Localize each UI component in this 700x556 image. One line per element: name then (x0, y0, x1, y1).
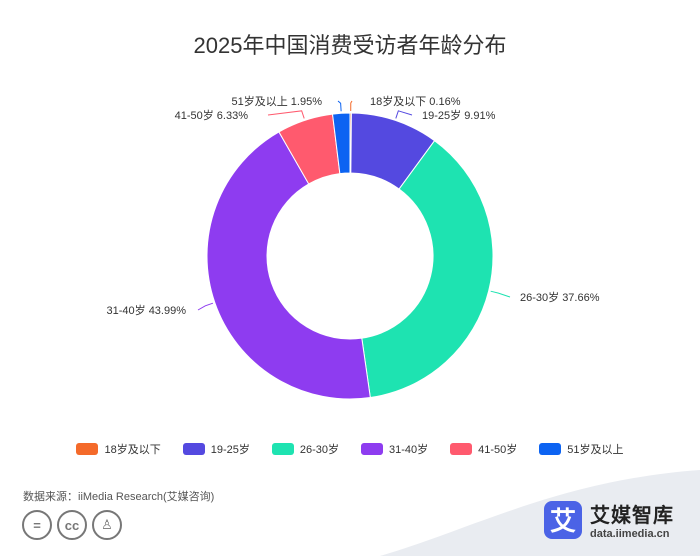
leader-line-2 (395, 110, 413, 119)
legend-item-3[interactable]: 26-30岁 (271, 441, 339, 457)
legend-label: 26-30岁 (299, 444, 339, 456)
data-label-2: 19-25岁 9.91% (422, 108, 496, 122)
leader-line-6 (337, 100, 342, 112)
brand-block: 艾 艾媒智库 data.iimedia.cn (544, 499, 674, 540)
data-label-6: 51岁及以上 1.95% (232, 94, 323, 108)
leader-line-3 (490, 290, 511, 298)
legend-item-6[interactable]: 51岁及以上 (539, 441, 624, 457)
brand-url: data.iimedia.cn (590, 528, 670, 540)
footer-wave (380, 470, 700, 556)
donut-slice-4 (206, 131, 371, 400)
donut-slice-6 (331, 112, 351, 175)
leader-line-1 (350, 100, 353, 112)
data-label-3: 26-30岁 37.66% (520, 290, 600, 304)
legend-swatch (539, 443, 562, 455)
brand-logo: 艾 (544, 500, 582, 539)
legend-item-5[interactable]: 41-50岁 (450, 441, 517, 457)
cc-icon: cc (57, 510, 87, 540)
legend-item-1[interactable]: 18岁及以下 (76, 441, 161, 457)
legend-item-4[interactable]: 31-40岁 (361, 441, 428, 457)
license-icons: = cc ♙ (22, 510, 122, 540)
legend-swatch (271, 443, 294, 455)
legend-swatch (450, 443, 473, 455)
legend-label: 41-50岁 (478, 444, 518, 456)
legend-swatch (361, 443, 383, 455)
chart-title: 2025年中国消费受访者年龄分布 (193, 33, 507, 58)
legend-label: 51岁及以上 (567, 444, 624, 456)
legend-label: 19-25岁 (210, 444, 250, 456)
legend-item-2[interactable]: 19-25岁 (182, 441, 250, 457)
legend-label: 31-40岁 (389, 444, 429, 456)
leader-line-5 (267, 110, 305, 119)
chart-legend: 18岁及以下 19-25岁 26-30岁 31-40岁 41-50岁 51岁及以上 (0, 441, 700, 457)
footer-band (380, 470, 700, 556)
legend-swatch (76, 443, 99, 455)
legend-label: 18岁及以下 (104, 444, 161, 456)
equals-icon: = (22, 510, 52, 540)
leader-line-4 (197, 302, 214, 311)
data-label-1: 18岁及以下 0.16% (370, 94, 461, 108)
source-note: 数据来源：iiMedia Research(艾媒咨询) (23, 491, 215, 503)
legend-swatch (182, 443, 205, 455)
brand-name: 艾媒智库 (590, 505, 674, 527)
data-label-5: 41-50岁 6.33% (175, 108, 249, 122)
donut-slice-3 (361, 139, 494, 399)
person-icon: ♙ (92, 510, 122, 540)
data-label-4: 31-40岁 43.99% (107, 303, 187, 317)
